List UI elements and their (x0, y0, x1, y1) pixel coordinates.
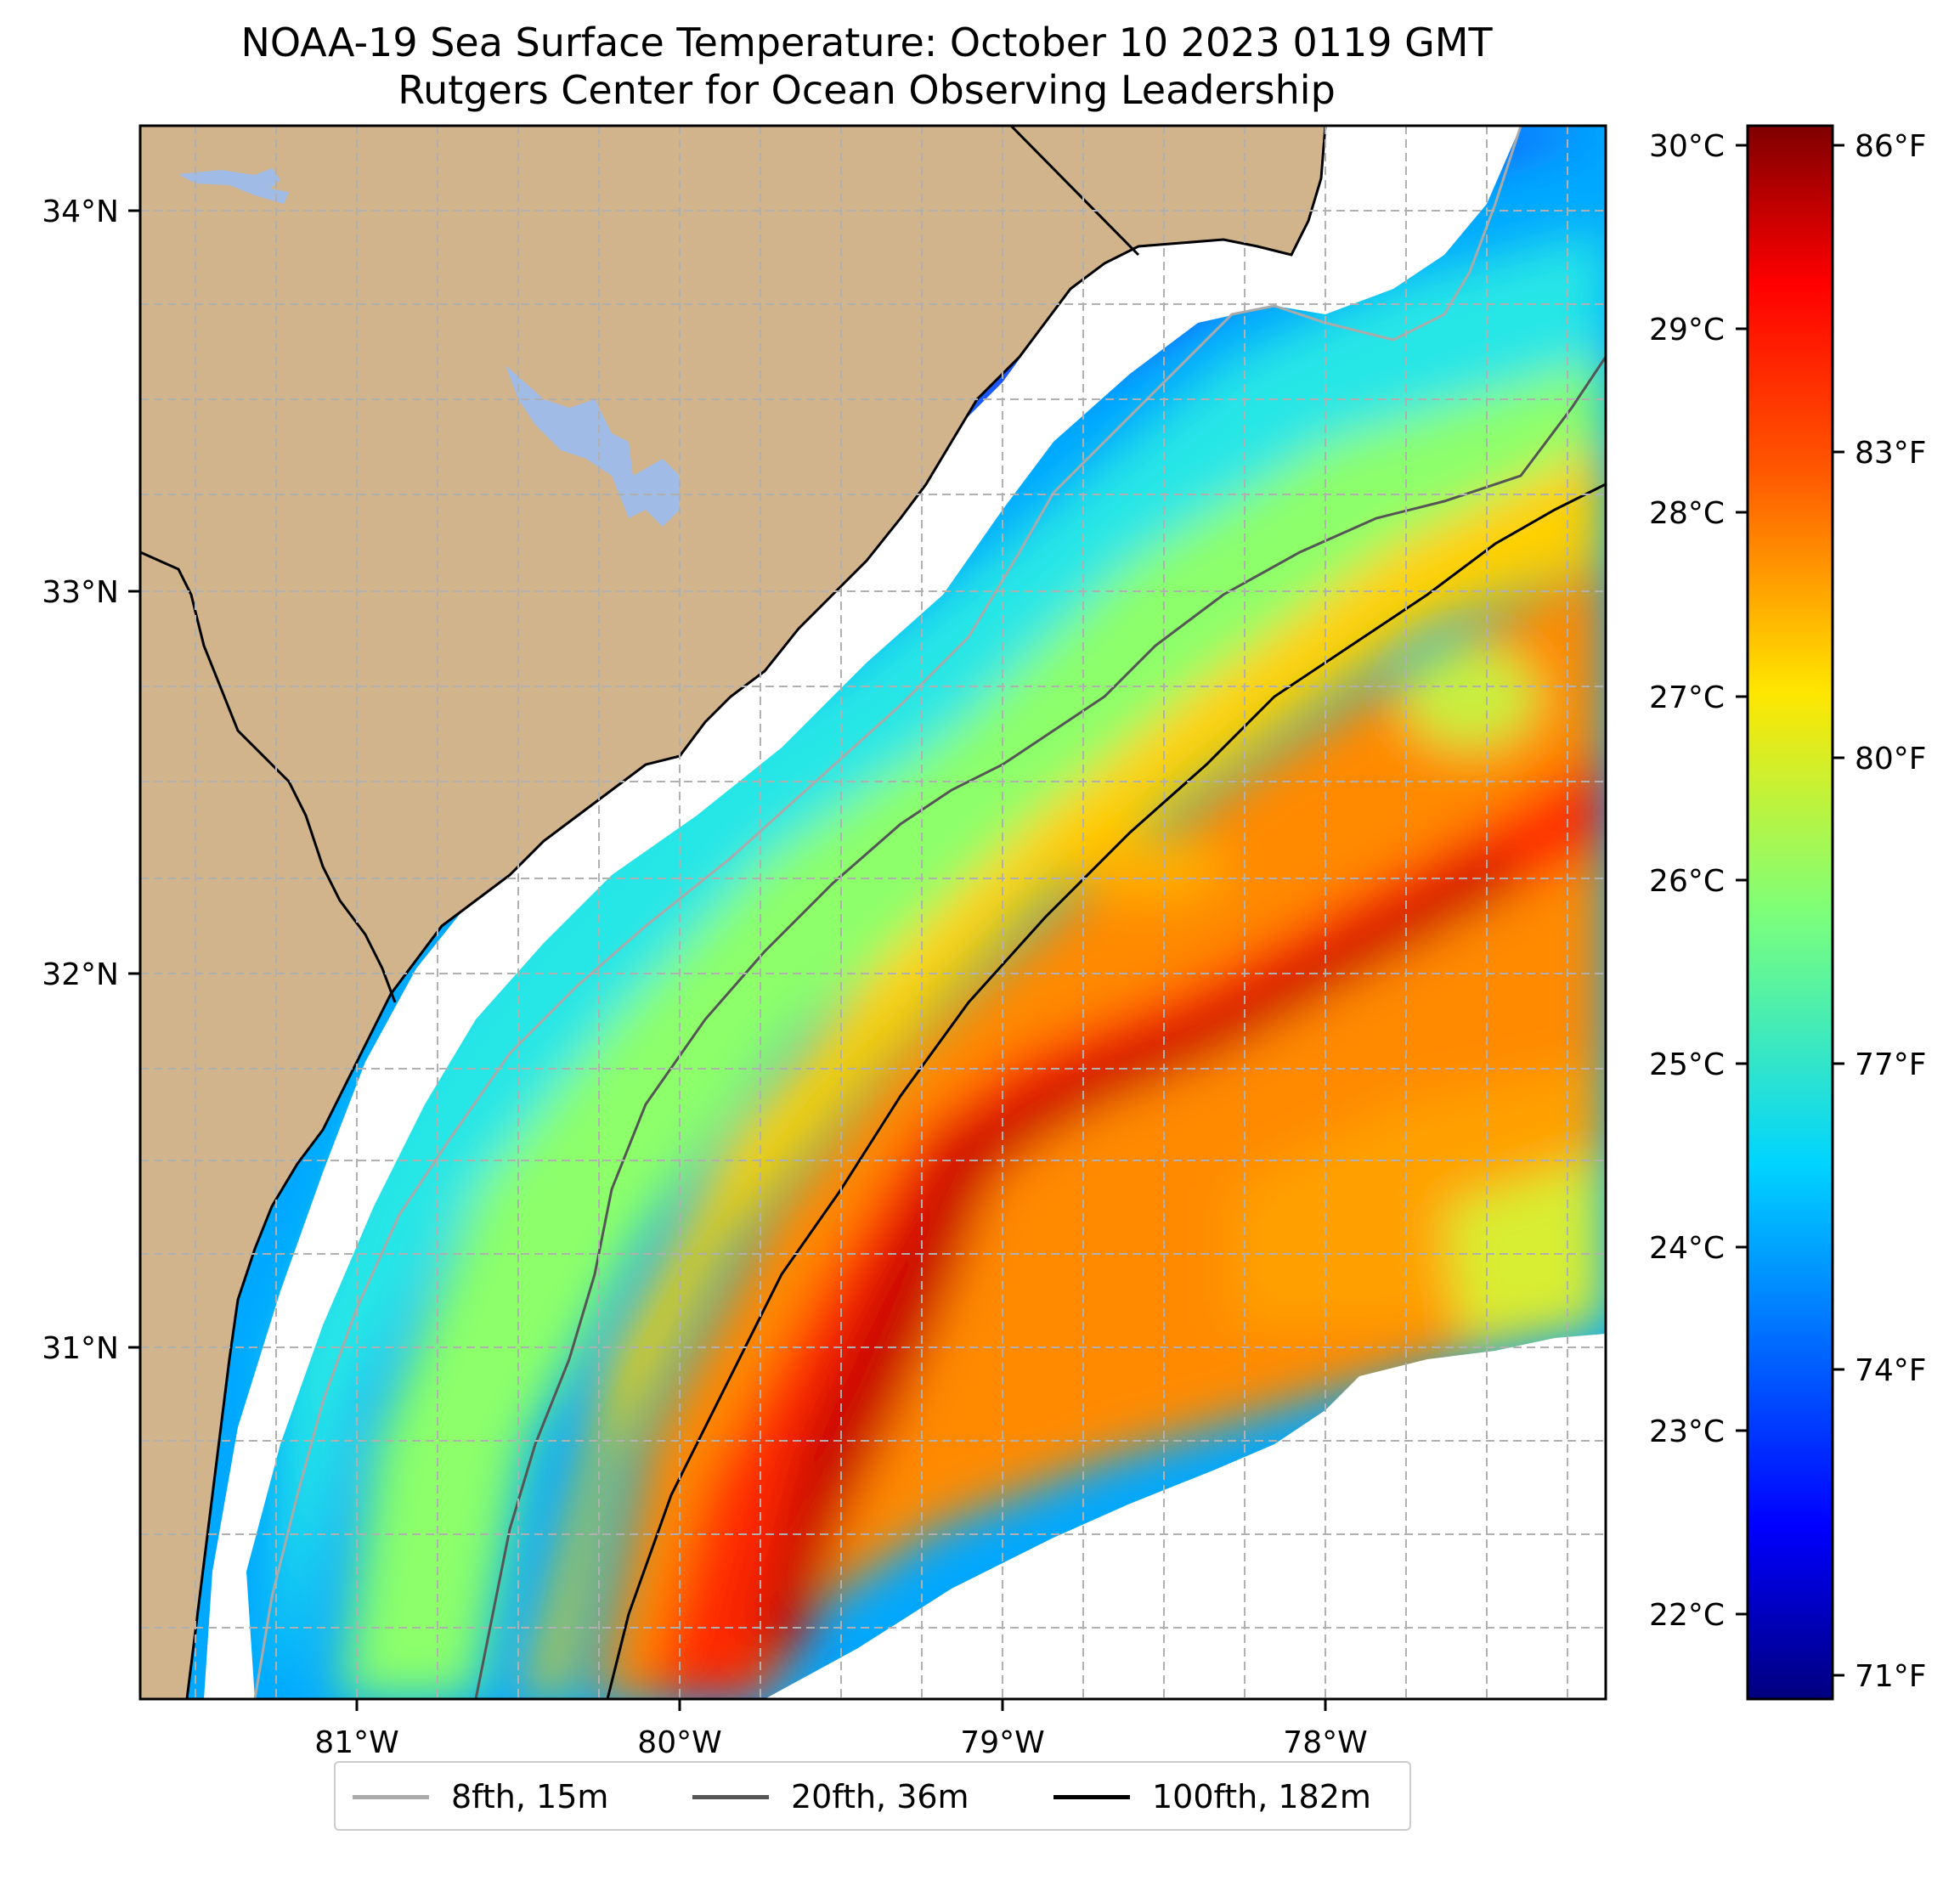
land-southeast-us (140, 126, 1327, 1699)
legend-item-15m: 8fth, 15m (353, 1778, 608, 1815)
colorbar-fahrenheit-label: 71°F (1855, 1659, 1927, 1694)
colorbar-celsius-label: 23°C (1649, 1414, 1725, 1449)
isobath-15m (253, 126, 1522, 1699)
lat-tick-label: 34°N (42, 195, 119, 229)
colorbar-celsius-label: 22°C (1649, 1598, 1725, 1633)
axis-ticks (128, 209, 1327, 1711)
lat-tick-label: 32°N (42, 957, 119, 992)
colorbar-celsius-label: 28°C (1649, 496, 1725, 531)
legend-swatch-15m (353, 1794, 429, 1799)
legend-item-36m: 20fth, 36m (692, 1778, 969, 1815)
colorbar-celsius-label: 29°C (1649, 313, 1725, 347)
colorbar-ticks (1736, 144, 1844, 1677)
isobath-legend: 8fth, 15m 20fth, 36m 100fth, 182m (334, 1761, 1411, 1831)
colorbar-celsius-label: 30°C (1649, 129, 1725, 164)
colorbar-celsius-label: 25°C (1649, 1047, 1725, 1082)
lon-tick-label: 79°W (960, 1725, 1044, 1760)
colorbar-fahrenheit-label: 83°F (1855, 436, 1927, 471)
colorbar-celsius-label: 24°C (1649, 1231, 1725, 1266)
lon-tick-label: 80°W (637, 1725, 721, 1760)
isobath-182m (606, 483, 1606, 1699)
map-subtitle: Rutgers Center for Ocean Observing Leade… (398, 67, 1336, 113)
legend-label: 8fth, 15m (451, 1778, 609, 1815)
isobath-36m (474, 356, 1606, 1699)
map-title: NOAA-19 Sea Surface Temperature: October… (240, 20, 1493, 65)
colorbar (1746, 124, 1834, 1701)
no-data-clouds-south (765, 1334, 1606, 1699)
lake-northwest (178, 168, 289, 204)
legend-swatch-36m (692, 1794, 769, 1799)
colorbar-celsius-label: 26°C (1649, 864, 1725, 899)
colorbar-fahrenheit-label: 86°F (1855, 129, 1927, 164)
lon-tick-label: 78°W (1283, 1725, 1367, 1760)
map-plot-area (140, 126, 1606, 1699)
colorbar-fahrenheit-label: 77°F (1855, 1047, 1927, 1082)
lat-tick-label: 31°N (42, 1331, 119, 1366)
state-border-nc-sc (1009, 126, 1140, 257)
legend-label: 100fth, 182m (1152, 1778, 1371, 1815)
legend-label: 20fth, 36m (791, 1778, 969, 1815)
no-data-nearshore (204, 126, 1521, 1699)
lon-tick-label: 81°W (314, 1725, 398, 1760)
legend-swatch-182m (1053, 1794, 1130, 1799)
graticule (140, 126, 1606, 1699)
legend-item-182m: 100fth, 182m (1053, 1778, 1371, 1815)
state-border-sc-ga (140, 550, 397, 1003)
colorbar-fahrenheit-label: 74°F (1855, 1353, 1927, 1388)
lake-marion-moultrie (506, 365, 680, 527)
lat-tick-label: 33°N (42, 575, 119, 610)
map-frame (138, 124, 1607, 1701)
colorbar-fahrenheit-label: 80°F (1855, 742, 1927, 776)
colorbar-celsius-label: 27°C (1649, 680, 1725, 715)
